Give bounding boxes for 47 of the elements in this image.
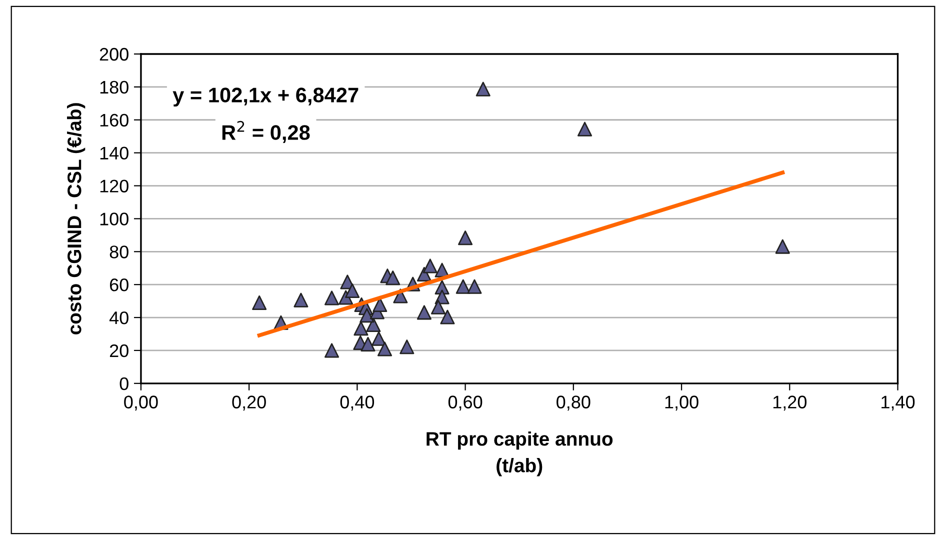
x-tick-label: 0,00 <box>124 396 158 411</box>
point <box>422 258 438 274</box>
x-axis-title: RT pro capite annuo (t/ab) <box>426 431 613 476</box>
x-tick-label: 0,80 <box>556 396 590 411</box>
point <box>345 283 360 298</box>
point <box>775 239 790 254</box>
point <box>440 310 455 324</box>
y-tick-label: 60 <box>110 278 128 292</box>
y-tick-label: 80 <box>110 246 128 258</box>
y-tick-label: 120 <box>100 180 128 192</box>
x-tick-label: 0,60 <box>448 396 482 411</box>
point <box>354 321 368 336</box>
y-tick-label: 200 <box>100 48 128 61</box>
y-tick-label: 140 <box>100 146 128 160</box>
x-tick-label: 1,40 <box>882 396 915 411</box>
point <box>324 343 340 358</box>
point <box>372 297 388 312</box>
x-tick-label: 1,20 <box>773 396 807 411</box>
point <box>400 340 414 354</box>
point <box>456 279 470 294</box>
point <box>458 230 473 246</box>
annotation: R$^{2}$ = 0,28 <box>222 120 310 143</box>
point <box>324 290 340 306</box>
point <box>577 122 592 136</box>
point <box>430 300 446 314</box>
y-tick-label: 100 <box>100 212 128 226</box>
point <box>360 308 374 323</box>
x-tick-label: 1,00 <box>665 396 698 411</box>
y-axis-title: costo CGIND - CSL (€/ab) <box>67 103 86 334</box>
y-tick-label: 160 <box>100 114 128 127</box>
point <box>386 270 400 286</box>
point <box>360 336 376 352</box>
point <box>467 279 482 294</box>
point <box>294 292 308 308</box>
x-tick-label: 0,20 <box>232 396 266 411</box>
y-tick-label: 180 <box>100 80 128 94</box>
y-tick-label: 40 <box>109 311 128 324</box>
y-tick-label: 0 <box>120 377 128 390</box>
point <box>476 82 490 96</box>
point <box>372 331 386 346</box>
point <box>252 295 267 310</box>
x-tick-label: 0,40 <box>340 396 374 411</box>
point <box>366 317 381 332</box>
y-tick-label: 20 <box>110 344 128 358</box>
annotation: y = 102,1x + 6,8427 <box>172 88 358 107</box>
point <box>416 305 432 320</box>
point <box>377 342 392 356</box>
